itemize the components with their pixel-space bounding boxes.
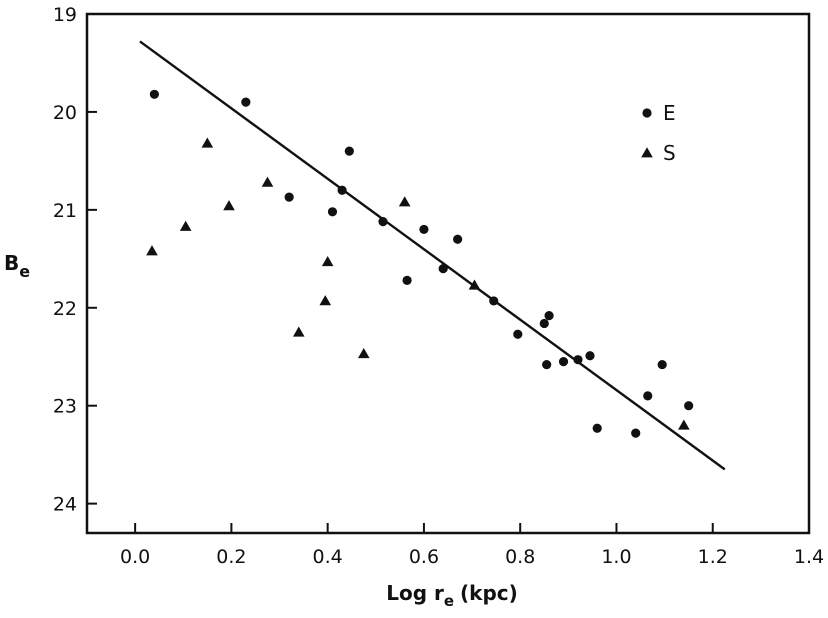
point-e (327, 207, 338, 217)
legend: ES (641, 101, 676, 165)
y-axis-title-main: B (4, 251, 19, 275)
point-e (657, 359, 667, 370)
point-e (539, 318, 549, 329)
point-e (513, 329, 523, 339)
x-tick-label: 0.2 (216, 546, 246, 568)
point-s (357, 347, 370, 359)
point-s (678, 419, 690, 430)
point-e (402, 275, 412, 285)
legend-label: S (663, 141, 676, 165)
point-e (453, 234, 463, 244)
point-s (321, 255, 334, 267)
x-tick-label: 0.4 (313, 546, 343, 568)
point-s (223, 200, 235, 211)
point-e (344, 146, 354, 156)
y-axis: 19 20 21 22 23 24 (53, 4, 97, 516)
x-tick-label: 0.6 (409, 546, 439, 568)
point-s (292, 326, 305, 337)
point-e (544, 311, 554, 321)
point-e (241, 97, 251, 107)
point-s (319, 295, 332, 306)
fit-line (139, 40, 726, 471)
x-axis-title: Log re (kpc) (386, 581, 518, 610)
point-e (419, 224, 429, 235)
point-s (201, 137, 214, 148)
point-e (592, 423, 602, 433)
y-tick-label: 21 (53, 200, 77, 222)
point-e (438, 264, 448, 274)
y-tick-label: 22 (53, 298, 77, 320)
point-e (489, 296, 499, 306)
x-axis-title-unit: (kpc) (460, 581, 518, 605)
point-s (179, 220, 192, 231)
y-axis-title-subscript: e (19, 262, 30, 281)
point-s (146, 245, 158, 256)
legend-label: E (663, 101, 676, 125)
data-points (146, 89, 694, 438)
y-tick-label: 24 (53, 494, 77, 516)
point-e (558, 357, 569, 367)
x-axis-title-main: Log r (386, 581, 444, 605)
point-e (573, 355, 583, 365)
point-e (378, 217, 388, 227)
point-e (643, 391, 653, 401)
x-tick-label: 1.2 (698, 546, 728, 568)
point-e (542, 359, 552, 370)
point-e (284, 192, 294, 202)
point-s (398, 196, 411, 207)
legend-marker-e (642, 108, 652, 118)
y-tick-label: 23 (53, 396, 77, 418)
plot-frame (85, 12, 811, 535)
x-tick-label: 1.4 (794, 546, 824, 568)
y-tick-label: 19 (53, 4, 77, 26)
y-axis-title: Be (4, 251, 30, 281)
x-tick-label: 0.8 (505, 546, 535, 568)
x-axis-title-subscript: e (444, 592, 454, 610)
x-axis: 0.0 0.2 0.4 0.6 0.8 1.0 1.2 1.4 (120, 523, 824, 568)
point-e (585, 351, 595, 361)
point-e (149, 89, 159, 99)
point-e (337, 185, 347, 195)
point-e (684, 401, 694, 411)
fit-line-group (139, 40, 726, 471)
y-tick-label: 20 (53, 102, 77, 124)
point-e (631, 428, 641, 438)
point-s (468, 279, 481, 290)
legend-marker-s (641, 147, 653, 158)
x-tick-label: 0.0 (120, 546, 150, 568)
point-s (261, 176, 274, 187)
x-tick-label: 1.0 (601, 546, 631, 568)
